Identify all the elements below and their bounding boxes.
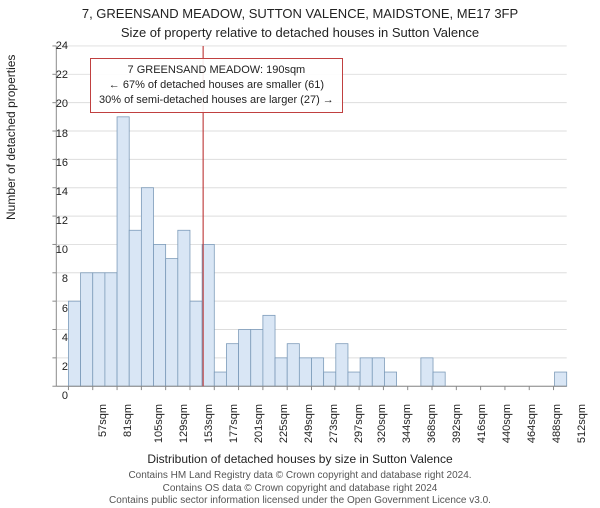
x-tick-label: 488sqm xyxy=(552,404,564,443)
x-tick-label: 129sqm xyxy=(178,404,190,443)
x-tick-label: 416sqm xyxy=(477,404,489,443)
x-tick-label: 153sqm xyxy=(203,404,215,443)
y-tick-label: 2 xyxy=(38,361,68,373)
y-tick-label: 6 xyxy=(38,303,68,315)
x-tick-label: 105sqm xyxy=(153,404,165,443)
footer-line-3: Contains public sector information licen… xyxy=(0,495,600,508)
x-tick-label: 297sqm xyxy=(353,404,365,443)
x-tick-label: 57sqm xyxy=(97,404,109,437)
y-tick-label: 18 xyxy=(38,128,68,140)
y-tick-label: 10 xyxy=(38,244,68,256)
y-tick-label: 0 xyxy=(38,390,68,402)
y-tick-label: 20 xyxy=(38,98,68,110)
x-tick-label: 440sqm xyxy=(502,404,514,443)
address-title: 7, GREENSAND MEADOW, SUTTON VALENCE, MAI… xyxy=(0,0,600,23)
x-tick-label: 344sqm xyxy=(402,404,414,443)
annotation-line-2: ← 67% of detached houses are smaller (61… xyxy=(99,78,334,93)
y-tick-label: 4 xyxy=(38,332,68,344)
y-tick-label: 16 xyxy=(38,157,68,169)
x-tick-label: 368sqm xyxy=(427,404,439,443)
x-tick-label: 320sqm xyxy=(377,404,389,443)
x-tick-label: 512sqm xyxy=(577,404,589,443)
x-tick-label: 225sqm xyxy=(278,404,290,443)
y-tick-label: 14 xyxy=(38,186,68,198)
x-tick-label: 201sqm xyxy=(253,404,265,443)
annotation-line-3: 30% of semi-detached houses are larger (… xyxy=(99,93,334,108)
footer-attribution: Contains HM Land Registry data © Crown c… xyxy=(0,470,600,508)
y-axis-label: Number of detached properties xyxy=(4,55,18,220)
footer-line-1: Contains HM Land Registry data © Crown c… xyxy=(0,470,600,483)
property-annotation-box: 7 GREENSAND MEADOW: 190sqm ← 67% of deta… xyxy=(90,58,343,113)
x-tick-label: 273sqm xyxy=(328,404,340,443)
y-tick-label: 22 xyxy=(38,69,68,81)
x-tick-label: 392sqm xyxy=(452,404,464,443)
y-tick-label: 12 xyxy=(38,215,68,227)
x-tick-label: 177sqm xyxy=(228,404,240,443)
chart-subtitle: Size of property relative to detached ho… xyxy=(0,23,600,42)
x-tick-label: 249sqm xyxy=(303,404,315,443)
y-tick-label: 8 xyxy=(38,273,68,285)
x-tick-label: 81sqm xyxy=(122,404,134,437)
y-tick-label: 24 xyxy=(38,40,68,52)
annotation-line-1: 7 GREENSAND MEADOW: 190sqm xyxy=(99,63,334,78)
x-axis-label: Distribution of detached houses by size … xyxy=(0,452,600,466)
x-tick-label: 464sqm xyxy=(527,404,539,443)
footer-line-2: Contains OS data © Crown copyright and d… xyxy=(0,483,600,496)
